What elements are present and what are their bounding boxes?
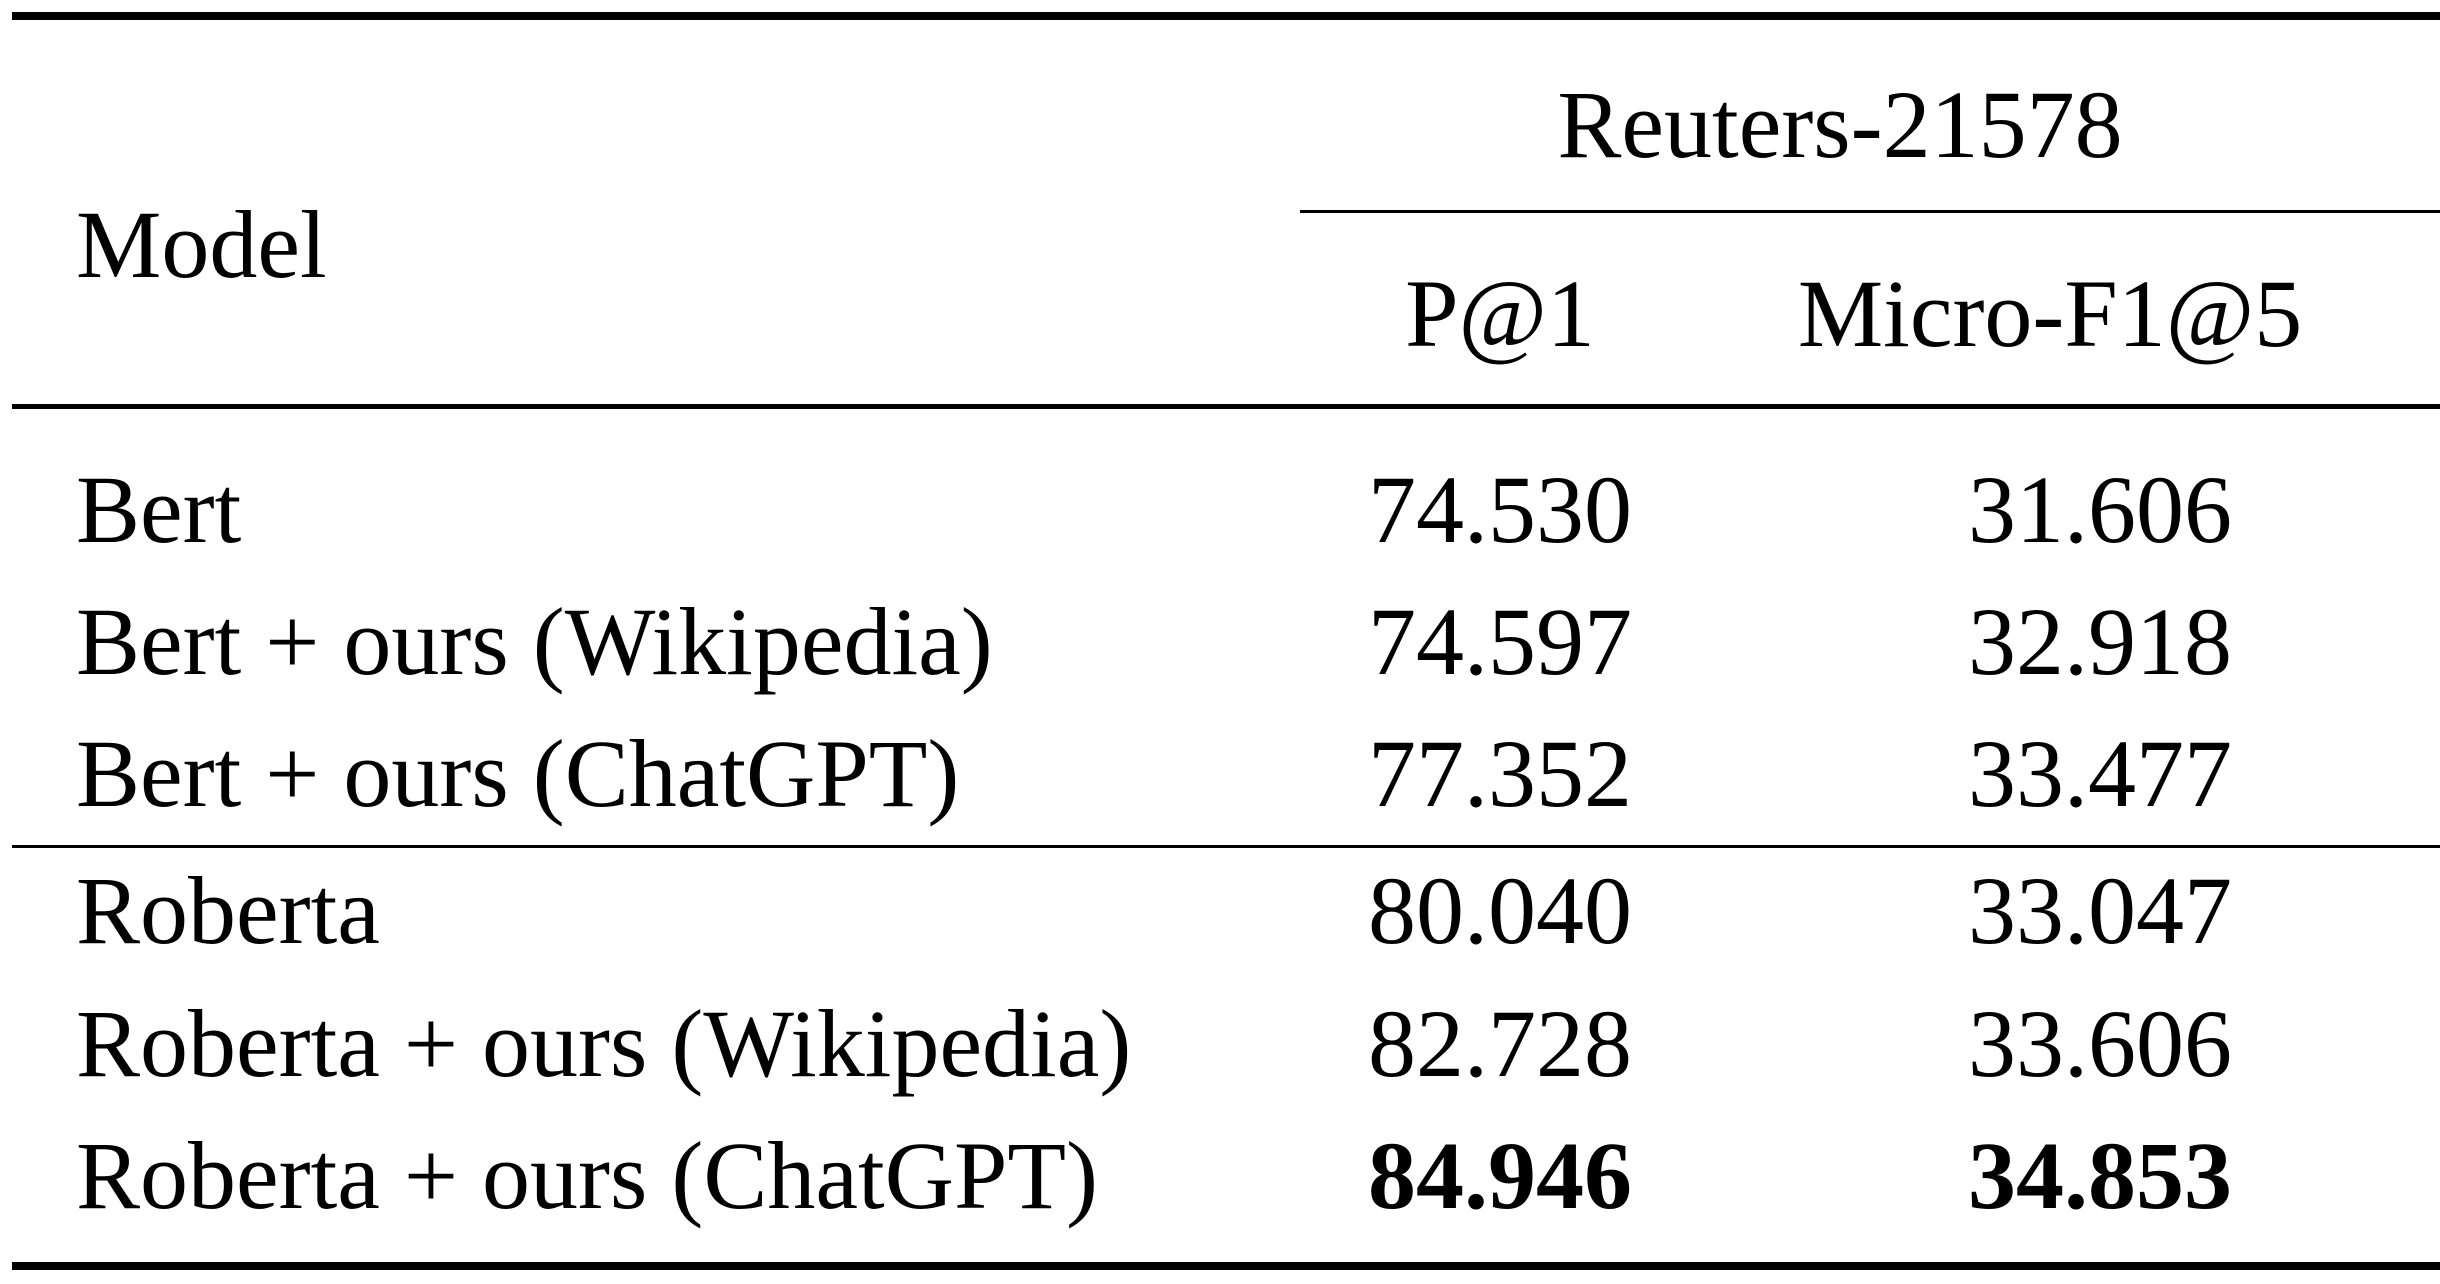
micro-f1-best-value-cell: 34.853 — [1968, 1122, 2232, 1229]
p1-value-cell: 74.530 — [1368, 456, 1632, 563]
model-name-cell: Roberta — [76, 857, 380, 964]
top-rule — [12, 12, 2440, 20]
header-rule — [12, 404, 2440, 409]
micro-f1-value-cell: 31.606 — [1968, 456, 2232, 563]
p1-value-cell: 77.352 — [1368, 720, 1632, 827]
micro-f1-value-cell: 33.606 — [1968, 990, 2232, 1097]
micro-f1-value-cell: 33.477 — [1968, 720, 2232, 827]
group-rule — [12, 845, 2440, 848]
dataset-cmidrule — [1300, 210, 2440, 213]
bottom-rule — [12, 1262, 2440, 1270]
dataset-column-header: Reuters-21578 — [1557, 71, 2123, 178]
micro-f1-column-header: Micro-F1@5 — [1797, 260, 2303, 367]
model-column-header: Model — [76, 191, 327, 298]
model-name-cell: Roberta + ours (ChatGPT) — [76, 1122, 1098, 1229]
model-name-cell: Bert — [76, 456, 242, 563]
model-name-cell: Roberta + ours (Wikipedia) — [76, 990, 1132, 1097]
micro-f1-value-cell: 33.047 — [1968, 857, 2232, 964]
p1-value-cell: 80.040 — [1368, 857, 1632, 964]
p1-best-value-cell: 84.946 — [1368, 1122, 1632, 1229]
micro-f1-value-cell: 32.918 — [1968, 588, 2232, 695]
model-name-cell: Bert + ours (ChatGPT) — [76, 720, 960, 827]
p1-value-cell: 82.728 — [1368, 990, 1632, 1097]
model-name-cell: Bert + ours (Wikipedia) — [76, 588, 993, 695]
p1-value-cell: 74.597 — [1368, 588, 1632, 695]
p1-column-header: P@1 — [1405, 260, 1595, 367]
